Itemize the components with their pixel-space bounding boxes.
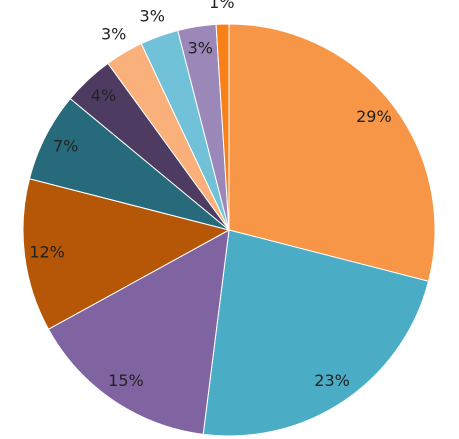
pie-slice [47,229,230,435]
data-label: 29% [356,107,392,126]
pie-slice [228,23,436,282]
pie-slice [202,229,430,437]
data-label: 12% [29,242,65,261]
data-label: 3% [188,38,213,57]
data-label: 23% [314,371,350,390]
data-label: 3% [140,6,165,25]
data-label: 15% [108,371,144,390]
pie-slice [215,23,230,231]
data-label: 1% [209,0,234,12]
pie-slice [22,178,231,330]
data-label: 7% [53,136,78,155]
data-label: 4% [91,86,116,105]
data-label: 3% [101,24,126,43]
